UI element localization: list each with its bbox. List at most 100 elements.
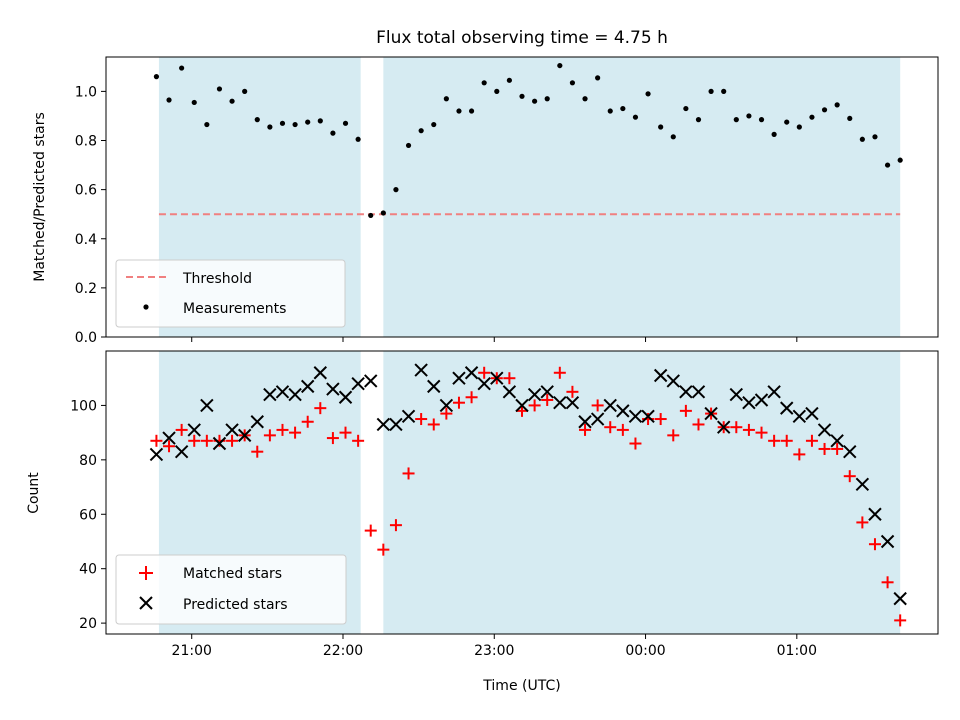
matched-stars-point [200, 434, 213, 447]
matched-stars-point [440, 407, 453, 420]
matched-stars-point [805, 434, 818, 447]
matched-stars-point [188, 434, 201, 447]
measurements-point [721, 88, 727, 94]
matched-stars-point [301, 415, 314, 428]
measurements-point [532, 98, 538, 104]
legend-measurements-label: Measurements [183, 301, 286, 317]
matched-stars-point [289, 426, 302, 439]
predicted-stars-point [666, 374, 680, 388]
predicted-stars-point [616, 404, 630, 418]
predicted-stars-point [540, 385, 554, 399]
predicted-stars-point [162, 431, 176, 445]
measurements-point [695, 117, 702, 123]
measurements-point [204, 121, 210, 128]
predicted-stars-point [792, 409, 807, 424]
y-tick-label: 0.6 [75, 183, 97, 199]
matched-stars-point [516, 404, 528, 417]
measurements-point [279, 120, 286, 126]
matched-stars-point [175, 423, 188, 436]
y-tick-label: 100 [70, 398, 97, 414]
measurements-point [380, 210, 386, 216]
chart-title: Flux total observing time = 4.75 h [376, 28, 668, 48]
measurements-point [468, 108, 475, 114]
matched-stars-point [755, 426, 768, 439]
predicted-stars-point [641, 409, 655, 424]
predicted-stars-point [742, 395, 756, 410]
predicted-stars-point [817, 423, 832, 437]
matched-stars-point [364, 524, 377, 537]
matched-stars-point [894, 614, 907, 627]
bottom-x-ticks: 21:00 22:00 23:00 00:00 01:00 [172, 634, 817, 659]
matched-stars-point [427, 418, 440, 431]
matched-stars-point [604, 421, 617, 434]
legend-matched-swatch [139, 566, 153, 580]
predicted-stars-point [389, 417, 403, 432]
measurements-point [443, 96, 449, 102]
predicted-stars-point [275, 385, 290, 399]
measurements-point [179, 65, 185, 71]
measurements-point [620, 105, 626, 112]
matched-stars-point [452, 396, 465, 409]
y-tick-label: 80 [79, 453, 97, 469]
matched-stars-point [579, 423, 592, 436]
predicted-stars-point [893, 591, 907, 606]
matched-stars-point [654, 413, 667, 426]
predicted-stars-point [868, 507, 882, 521]
y-tick-label: 0.2 [75, 281, 97, 297]
legend-threshold-label: Threshold [182, 271, 252, 287]
measurements-point [557, 62, 563, 69]
matched-stars-point [692, 418, 705, 431]
measurements-point [582, 96, 588, 102]
predicted-stars-point [515, 398, 529, 413]
predicted-stars-point [565, 395, 580, 410]
measurements-point [292, 121, 298, 128]
matched-stars-point [150, 434, 163, 447]
predicted-stars-point [149, 447, 164, 462]
predicted-stars-point [300, 379, 315, 394]
measurements-point [242, 88, 248, 94]
legend-predicted-label: Predicted stars [183, 597, 288, 613]
y-tick-label: 0.8 [75, 134, 97, 150]
measurements-point [305, 119, 311, 125]
measurements-point [746, 113, 752, 119]
matched-stars-point [780, 434, 793, 447]
predicted-stars-point [653, 368, 668, 383]
predicted-stars-point [603, 398, 617, 413]
top-points [153, 62, 903, 219]
top-y-axis-label: Matched/Predicted stars [32, 112, 48, 282]
top-y-ticks: 0.0 0.2 0.4 0.6 0.8 1.0 [75, 84, 106, 346]
predicted-stars-point [880, 534, 895, 549]
bottom-y-axis-label: Count [26, 472, 42, 514]
predicted-stars-point [527, 387, 542, 402]
predicted-stars-point [628, 409, 643, 424]
measurements-point [431, 121, 437, 128]
matched-stars-point [730, 421, 743, 434]
predicted-stars-point [830, 434, 844, 448]
measurements-point [771, 131, 777, 137]
predicted-stars-point [704, 406, 718, 421]
measurements-point [670, 134, 676, 140]
measurements-point [595, 75, 601, 81]
predicted-stars-point [691, 385, 706, 399]
bottom-legend-box [115, 554, 347, 625]
matched-stars-point [843, 470, 856, 483]
matched-stars-point [402, 467, 415, 480]
matched-stars-point [503, 372, 516, 385]
predicted-stars-point [590, 412, 605, 426]
measurements-point [872, 134, 878, 140]
matched-stars-point [742, 423, 755, 436]
measurements-point [859, 136, 865, 142]
predicted-stars-point [767, 385, 781, 399]
x-axis-label: Time (UTC) [482, 678, 560, 694]
measurements-point [821, 107, 828, 113]
matched-stars-point [553, 366, 566, 379]
legend-measurements-swatch [143, 304, 149, 310]
measurements-point [481, 80, 487, 86]
x-tick-label: 01:00 [777, 643, 817, 659]
matched-stars-point [415, 413, 428, 426]
predicted-stars-point [477, 376, 491, 391]
measurements-point [658, 124, 664, 130]
measurements-point [884, 162, 891, 168]
measurements-point [796, 124, 802, 130]
measurements-point [153, 74, 160, 80]
